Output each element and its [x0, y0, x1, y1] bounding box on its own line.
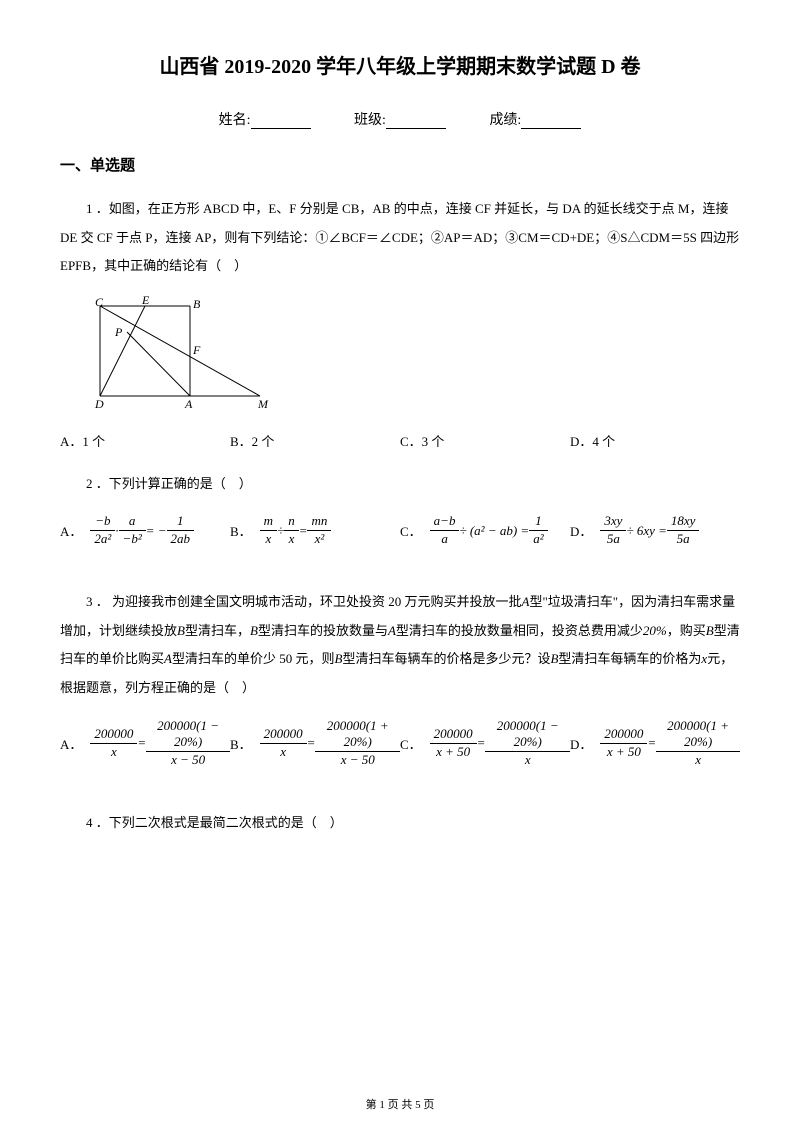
- q3-option-c: C． 200000x + 50 = 200000(1 − 20%)x: [400, 718, 570, 770]
- q2-option-a: A． −b2a² · a−b² = − 12ab: [60, 513, 230, 548]
- svg-text:M: M: [257, 397, 269, 411]
- q2-options: A． −b2a² · a−b² = − 12ab B． mx ÷ nx = mn…: [60, 513, 740, 568]
- question-4: 4 ．下列二次根式是最简二次根式的是（ ）: [60, 809, 740, 838]
- q1-option-d: D．4 个: [570, 431, 740, 450]
- class-blank: [386, 128, 446, 129]
- question-1: 1 ．如图，在正方形 ABCD 中，E、F 分别是 CB，AB 的中点，连接 C…: [60, 195, 740, 281]
- student-info-line: 姓名: 班级: 成绩:: [60, 109, 740, 129]
- score-label: 成绩:: [489, 113, 521, 128]
- geometry-figure: C E B P F D A M: [80, 296, 740, 421]
- q3-option-a: A． 200000x = 200000(1 − 20%)x − 50: [60, 718, 230, 770]
- svg-text:E: E: [141, 296, 150, 307]
- q3-options: A． 200000x = 200000(1 − 20%)x − 50 B． 20…: [60, 718, 740, 790]
- svg-text:D: D: [94, 397, 104, 411]
- q3-option-d: D． 200000x + 50 = 200000(1 + 20%)x: [570, 718, 740, 770]
- name-blank: [251, 128, 311, 129]
- svg-text:A: A: [184, 397, 193, 411]
- name-label: 姓名:: [219, 113, 251, 128]
- q1-option-a: A．1 个: [60, 431, 230, 450]
- svg-text:B: B: [193, 297, 201, 311]
- q2-option-b: B． mx ÷ nx = mnx²: [230, 513, 400, 548]
- q3-option-b: B． 200000x = 200000(1 + 20%)x − 50: [230, 718, 400, 770]
- question-2: 2 ．下列计算正确的是（ ）: [60, 470, 740, 499]
- q1-option-b: B．2 个: [230, 431, 400, 450]
- svg-text:F: F: [192, 343, 201, 357]
- q1-option-c: C．3 个: [400, 431, 570, 450]
- page-footer: 第 1 页 共 5 页: [0, 1096, 800, 1112]
- svg-text:P: P: [114, 325, 123, 339]
- q1-options: A．1 个 B．2 个 C．3 个 D．4 个: [60, 431, 740, 450]
- q2-option-d: D． 3xy5a ÷ 6xy = 18xy5a: [570, 513, 740, 548]
- section-1-header: 一、单选题: [60, 154, 740, 175]
- page-title: 山西省 2019-2020 学年八年级上学期期末数学试题 D 卷: [60, 50, 740, 79]
- svg-text:C: C: [95, 296, 104, 309]
- score-blank: [521, 128, 581, 129]
- class-label: 班级:: [354, 113, 386, 128]
- q2-option-c: C． a−ba ÷ (a² − ab) = 1a²: [400, 513, 570, 548]
- question-3: 3 ． 为迎接我市创建全国文明城市活动，环卫处投资 20 万元购买并投放一批A型…: [60, 588, 740, 702]
